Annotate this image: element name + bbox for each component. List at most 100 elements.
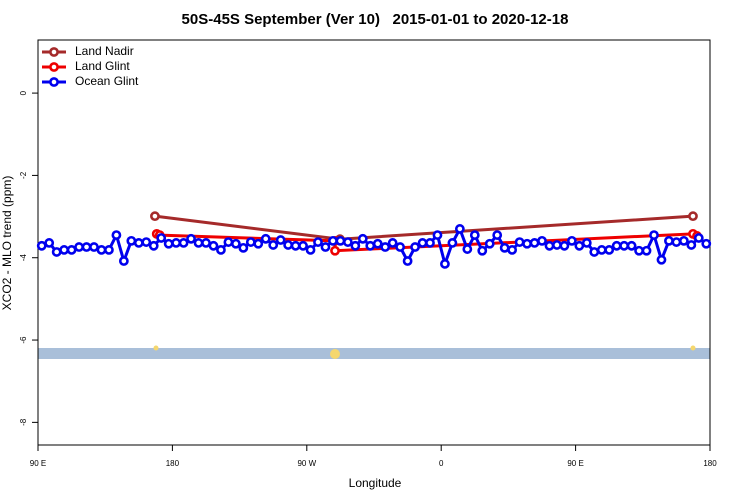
point <box>664 235 674 246</box>
point <box>425 238 435 248</box>
point <box>104 245 114 255</box>
point <box>402 256 413 266</box>
point <box>522 238 532 249</box>
point <box>298 240 308 251</box>
point <box>432 230 443 240</box>
point <box>238 242 249 253</box>
point <box>395 242 406 252</box>
point <box>156 233 167 243</box>
x-tick-label: 90 W <box>297 459 316 468</box>
point <box>499 242 510 253</box>
point <box>552 240 562 250</box>
point <box>223 237 234 247</box>
point <box>59 245 70 255</box>
point <box>163 238 174 249</box>
point <box>589 247 600 257</box>
point <box>462 244 473 254</box>
point <box>440 259 450 269</box>
point <box>44 238 55 248</box>
point <box>230 238 241 249</box>
point <box>626 240 637 251</box>
point <box>96 245 107 255</box>
point <box>335 235 346 246</box>
point <box>148 240 159 251</box>
point <box>477 245 488 256</box>
background-dot <box>690 345 696 351</box>
point <box>350 240 361 251</box>
point <box>641 245 652 256</box>
point <box>671 237 682 247</box>
point <box>686 240 697 250</box>
point <box>330 245 340 256</box>
point <box>305 245 316 255</box>
point <box>693 233 704 243</box>
point <box>275 235 286 245</box>
point <box>171 238 182 248</box>
point <box>186 233 196 244</box>
point <box>559 240 570 251</box>
point <box>193 238 204 248</box>
point <box>387 238 398 248</box>
y-tick-label: -6 <box>19 336 28 344</box>
x-tick-label: 180 <box>703 459 717 468</box>
point <box>74 242 84 252</box>
point <box>51 247 62 257</box>
point <box>328 235 338 246</box>
point <box>320 242 331 252</box>
point <box>260 233 271 244</box>
point <box>253 238 264 249</box>
point <box>290 240 301 251</box>
legend-marker <box>49 47 59 57</box>
point <box>529 238 540 248</box>
legend-label: Land Nadir <box>75 44 134 58</box>
point <box>469 230 480 240</box>
point <box>118 256 129 266</box>
point <box>574 240 585 251</box>
point <box>208 240 219 251</box>
point <box>365 240 376 251</box>
point <box>201 238 211 248</box>
point <box>133 238 144 248</box>
legend-label: Ocean Glint <box>75 74 139 88</box>
x-axis-title: Longitude <box>349 476 402 490</box>
x-tick-label: 180 <box>166 459 180 468</box>
y-tick-label: -2 <box>19 171 28 179</box>
y-tick-label: -8 <box>19 418 28 426</box>
point <box>447 238 458 248</box>
x-tick-label: 90 E <box>30 459 46 468</box>
point <box>514 237 525 247</box>
point <box>454 224 465 234</box>
legend-label: Land Glint <box>75 59 130 73</box>
point <box>492 230 503 240</box>
y-tick-label: 0 <box>19 90 28 95</box>
point <box>537 235 547 246</box>
series-line <box>154 214 694 241</box>
point <box>678 235 689 246</box>
point <box>216 245 226 255</box>
x-tick-label: 90 E <box>567 459 583 468</box>
point <box>634 245 644 256</box>
point <box>596 245 607 255</box>
point <box>417 238 428 248</box>
background-dot <box>330 349 340 359</box>
point <box>566 235 577 246</box>
point <box>268 240 279 250</box>
point <box>649 230 659 240</box>
point <box>313 237 323 247</box>
point <box>141 237 152 247</box>
point <box>619 240 630 251</box>
background-dot <box>153 345 159 351</box>
point <box>581 238 592 248</box>
point <box>36 240 47 251</box>
point <box>507 245 518 255</box>
point <box>372 238 383 249</box>
point <box>380 242 391 252</box>
chart-title: 50S-45S September (Ver 10) 2015-01-01 to… <box>182 11 569 28</box>
point <box>126 235 137 246</box>
background-band <box>38 348 710 359</box>
point <box>89 242 99 252</box>
point <box>81 242 92 252</box>
point <box>178 238 189 248</box>
point <box>688 211 698 222</box>
point <box>245 237 256 247</box>
